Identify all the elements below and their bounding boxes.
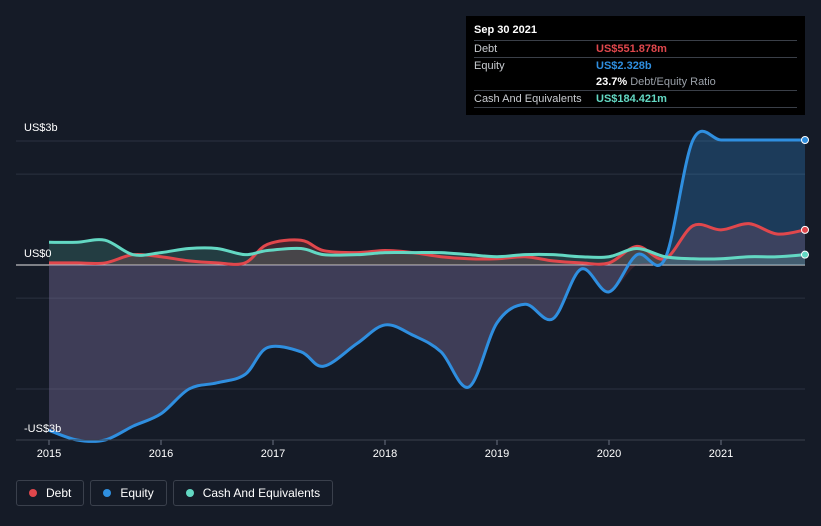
legend-item-cash[interactable]: Cash And Equivalents <box>172 480 334 506</box>
x-tick-label: 2016 <box>149 448 173 460</box>
y-tick-label: -US$3b <box>24 423 61 435</box>
tooltip-ratio-label: Debt/Equity Ratio <box>630 76 716 88</box>
tooltip-debt-row: Debt US$551.878m <box>474 40 797 57</box>
tooltip-ratio-value: 23.7% <box>596 76 628 88</box>
tooltip-equity-label: Equity <box>474 60 505 72</box>
x-tick-label: 2021 <box>709 448 733 460</box>
tooltip-equity-row: Equity US$2.328b <box>474 57 797 74</box>
legend-label-debt: Debt <box>46 486 72 500</box>
tooltip-debt-value: US$551.878m <box>596 43 667 55</box>
series-areas <box>49 131 805 442</box>
end-point-equity <box>801 136 809 144</box>
line-equity <box>48 129 805 443</box>
tooltip-debt-label: Debt <box>474 43 498 55</box>
line-cash-and-equivalents <box>48 238 806 261</box>
legend-item-equity[interactable]: Equity <box>90 480 167 506</box>
x-tick-label: 2020 <box>597 448 621 460</box>
legend-dot-cash <box>185 489 194 497</box>
series-end-points <box>801 136 809 259</box>
data-tooltip: Sep 30 2021 Debt US$551.878m Equity US$2… <box>466 16 805 115</box>
x-tick-label: 2015 <box>37 448 61 460</box>
area-debt <box>49 223 805 265</box>
tooltip-equity-value: US$2.328b <box>596 60 652 72</box>
legend-label-equity: Equity <box>120 486 154 500</box>
axes: US$3b US$0 -US$3b 2015 2016 2017 2018 2019 2020 2… <box>16 122 805 460</box>
legend-dot-equity <box>103 489 112 497</box>
legend-item-debt[interactable]: Debt <box>16 480 85 506</box>
end-point-cash-and-equivalents <box>801 250 809 259</box>
tooltip-cash-row: Cash And Equivalents US$184.421m <box>474 90 797 107</box>
x-tick-label: 2017 <box>261 448 285 460</box>
y-tick-label: US$3b <box>24 122 58 134</box>
y-tick-label: US$0 <box>24 248 52 260</box>
area-debt-negative-equity <box>49 263 805 442</box>
tooltip-date: Sep 30 2021 <box>474 24 537 36</box>
tooltip-ratio-row: 23.7% Debt/Equity Ratio <box>474 74 797 90</box>
x-tick-label: 2018 <box>373 448 397 460</box>
legend: Debt Equity Cash And Equivalents <box>16 480 334 506</box>
legend-label-cash: Cash And Equivalents <box>202 486 321 500</box>
series-lines <box>48 129 806 443</box>
x-tick-label: 2019 <box>485 448 509 460</box>
end-point-debt <box>801 225 809 234</box>
tooltip-cash-value: US$184.421m <box>596 93 667 105</box>
area-equity <box>49 131 805 442</box>
legend-dot-debt <box>29 489 37 497</box>
grid-lines <box>16 140 805 390</box>
line-debt <box>49 222 806 266</box>
tooltip-cash-label: Cash And Equivalents <box>474 93 582 105</box>
